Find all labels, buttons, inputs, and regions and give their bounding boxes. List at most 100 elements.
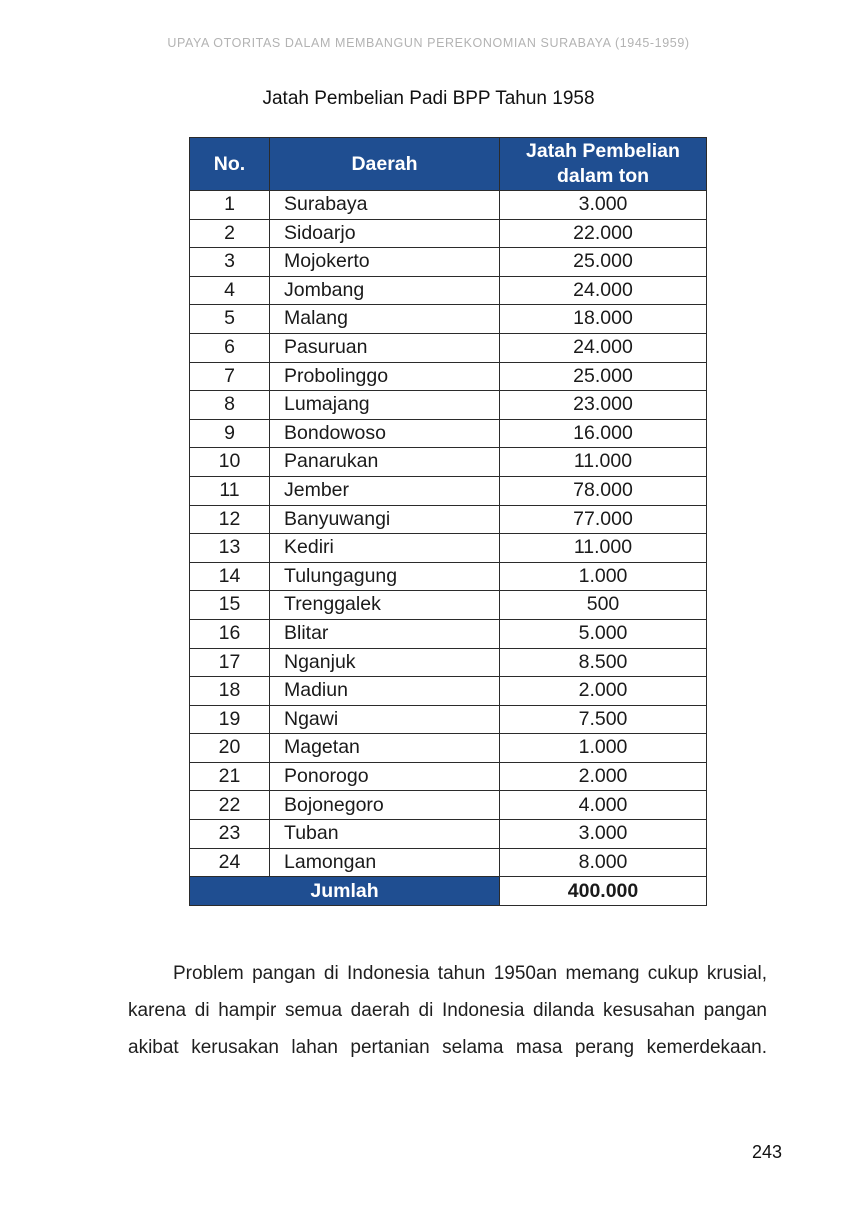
cell-daerah: Probolinggo: [269, 361, 500, 392]
paragraph-line-3: akibat kerusakan lahan pertanian selama …: [128, 1037, 767, 1058]
cell-daerah: Lumajang: [269, 390, 500, 420]
table-row: 22 Bojonegoro 4.000: [189, 790, 707, 821]
cell-no: 24: [189, 847, 270, 878]
paragraph-line-2: karena di hampir semua daerah di Indones…: [128, 1000, 767, 1021]
table-row: 24 Lamongan 8.000: [189, 847, 707, 878]
cell-no: 20: [189, 733, 270, 763]
table-header: No. Daerah Jatah Pembelian dalam ton: [189, 137, 707, 191]
cell-daerah: Lamongan: [269, 847, 500, 878]
cell-jatah: 11.000: [499, 447, 707, 477]
cell-no: 23: [189, 819, 270, 849]
header-jatah-line1: Jatah Pembelian: [526, 140, 680, 162]
table-body: 1 Surabaya 3.000 2 Sidoarjo 22.000 3 Mojokerto 2…: [189, 190, 707, 878]
cell-daerah: Trenggalek: [269, 590, 500, 620]
cell-no: 22: [189, 790, 270, 821]
cell-no: 18: [189, 676, 270, 706]
cell-no: 19: [189, 704, 270, 735]
table-header-row: No. Daerah Jatah Pembelian dalam ton: [189, 137, 707, 191]
cell-no: 21: [189, 761, 270, 792]
cell-jatah: 16.000: [499, 418, 707, 449]
cell-jatah: 25.000: [499, 361, 707, 392]
table-row: 16 Blitar 5.000: [189, 618, 707, 649]
cell-no: 17: [189, 647, 270, 678]
cell-jatah: 8.500: [499, 647, 707, 678]
cell-no: 14: [189, 561, 270, 592]
cell-no: 3: [189, 247, 270, 277]
cell-jatah: 3.000: [499, 190, 707, 220]
cell-daerah: Madiun: [269, 676, 500, 706]
cell-jatah: 3.000: [499, 819, 707, 849]
table-row: 13 Kediri 11.000: [189, 533, 707, 563]
table-row: 18 Madiun 2.000: [189, 676, 707, 706]
cell-jatah: 2.000: [499, 676, 707, 706]
cell-daerah: Ponorogo: [269, 761, 500, 792]
cell-no: 5: [189, 304, 270, 334]
cell-no: 2: [189, 218, 270, 249]
cell-no: 13: [189, 533, 270, 563]
total-value: 400.000: [499, 876, 707, 907]
cell-daerah: Tulungagung: [269, 561, 500, 592]
cell-jatah: 4.000: [499, 790, 707, 821]
cell-jatah: 24.000: [499, 275, 707, 306]
cell-daerah: Kediri: [269, 533, 500, 563]
cell-daerah: Surabaya: [269, 190, 500, 220]
cell-daerah: Bondowoso: [269, 418, 500, 449]
cell-daerah: Ngawi: [269, 704, 500, 735]
cell-jatah: 77.000: [499, 504, 707, 535]
running-header: UPAYA OTORITAS DALAM MEMBANGUN PEREKONOM…: [167, 36, 690, 50]
cell-jatah: 1.000: [499, 733, 707, 763]
cell-jatah: 8.000: [499, 847, 707, 878]
cell-no: 11: [189, 475, 270, 506]
cell-daerah: Bojonegoro: [269, 790, 500, 821]
header-jatah: Jatah Pembelian dalam ton: [499, 137, 707, 191]
rice-purchase-table: No. Daerah Jatah Pembelian dalam ton 1 Su…: [189, 137, 707, 907]
table-row: 5 Malang 18.000: [189, 304, 707, 334]
cell-daerah: Jombang: [269, 275, 500, 306]
table-row: 6 Pasuruan 24.000: [189, 332, 707, 363]
table-row: 21 Ponorogo 2.000: [189, 761, 707, 792]
cell-jatah: 25.000: [499, 247, 707, 277]
table-row: 4 Jombang 24.000: [189, 275, 707, 306]
paragraph-line-1: Problem pangan di Indonesia tahun 1950an…: [173, 963, 767, 984]
cell-daerah: Malang: [269, 304, 500, 334]
cell-daerah: Magetan: [269, 733, 500, 763]
total-row: Jumlah 400.000: [189, 876, 707, 907]
table-row: 2 Sidoarjo 22.000: [189, 218, 707, 249]
table-row: 19 Ngawi 7.500: [189, 704, 707, 735]
table-row: 7 Probolinggo 25.000: [189, 361, 707, 392]
cell-no: 16: [189, 618, 270, 649]
cell-jatah: 78.000: [499, 475, 707, 506]
cell-jatah: 2.000: [499, 761, 707, 792]
body-paragraph: Problem pangan di Indonesia tahun 1950an…: [128, 955, 767, 1066]
cell-daerah: Blitar: [269, 618, 500, 649]
table-row: 14 Tulungagung 1.000: [189, 561, 707, 592]
cell-jatah: 18.000: [499, 304, 707, 334]
page-number: 243: [752, 1142, 783, 1162]
cell-jatah: 24.000: [499, 332, 707, 363]
cell-no: 9: [189, 418, 270, 449]
cell-jatah: 7.500: [499, 704, 707, 735]
cell-daerah: Nganjuk: [269, 647, 500, 678]
cell-jatah: 1.000: [499, 561, 707, 592]
table-row: 8 Lumajang 23.000: [189, 390, 707, 420]
table-row: 3 Mojokerto 25.000: [189, 247, 707, 277]
cell-daerah: Tuban: [269, 819, 500, 849]
cell-no: 1: [189, 190, 270, 220]
cell-daerah: Banyuwangi: [269, 504, 500, 535]
table-row: 15 Trenggalek 500: [189, 590, 707, 620]
cell-jatah: 22.000: [499, 218, 707, 249]
cell-jatah: 500: [499, 590, 707, 620]
table-title: Jatah Pembelian Padi BPP Tahun 1958: [262, 88, 595, 109]
cell-no: 10: [189, 447, 270, 477]
table-row: 11 Jember 78.000: [189, 475, 707, 506]
cell-no: 12: [189, 504, 270, 535]
table-row: 23 Tuban 3.000: [189, 819, 707, 849]
cell-no: 7: [189, 361, 270, 392]
cell-daerah: Pasuruan: [269, 332, 500, 363]
header-no: No.: [189, 137, 270, 191]
cell-daerah: Sidoarjo: [269, 218, 500, 249]
total-label: Jumlah: [189, 876, 500, 907]
table-footer: Jumlah 400.000: [189, 876, 707, 907]
table-row: 20 Magetan 1.000: [189, 733, 707, 763]
cell-daerah: Panarukan: [269, 447, 500, 477]
